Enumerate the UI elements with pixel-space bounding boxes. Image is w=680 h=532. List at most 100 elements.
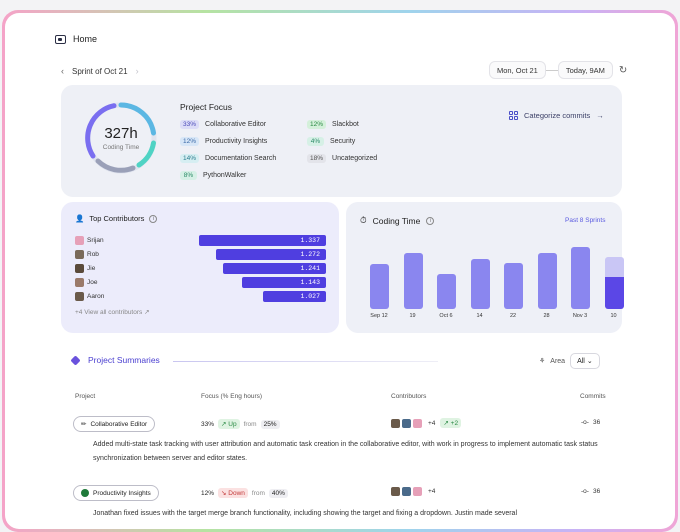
- home-breadcrumb[interactable]: Home: [55, 34, 97, 44]
- start-date-pill[interactable]: Mon, Oct 21: [489, 61, 546, 79]
- focus-value: 12%: [201, 489, 215, 497]
- focus-pct: 4%: [307, 136, 324, 146]
- project-pill[interactable]: ✏ Collaborative Editor: [73, 416, 156, 432]
- focus-item[interactable]: 33% Collaborative Editor: [180, 119, 276, 129]
- focus-pct: 18%: [307, 153, 327, 163]
- info-icon[interactable]: i: [149, 214, 158, 223]
- focus-pct: 14%: [180, 153, 200, 163]
- x-tick-label: 28: [543, 313, 550, 319]
- chevron-right-icon[interactable]: ›: [135, 66, 139, 76]
- focus-name: Security: [330, 137, 356, 145]
- commit-icon: -o-: [581, 488, 589, 495]
- contributor-label: Joe: [87, 279, 98, 286]
- area-filter: ⚘ Area All ⌄: [539, 353, 600, 369]
- coding-time-bar[interactable]: [403, 253, 423, 309]
- focus-pct: 12%: [307, 119, 327, 129]
- contributor-name[interactable]: Rob: [75, 250, 99, 259]
- focus-name: Collaborative Editor: [205, 120, 267, 128]
- project-description: Jonathan fixed issues with the target me…: [93, 510, 518, 517]
- arrow-right-icon: →: [596, 111, 604, 120]
- project-summaries-header: Project Summaries: [70, 354, 160, 366]
- categorize-commits-button[interactable]: Categorize commits →: [509, 111, 604, 120]
- avatar: [413, 418, 422, 428]
- stopwatch-icon: ⏱: [360, 215, 367, 225]
- focus-item[interactable]: 8% PythonWalker: [180, 170, 276, 180]
- column-header-focus[interactable]: Focus (% Eng hours): [201, 393, 263, 400]
- coding-time-bar[interactable]: [437, 274, 456, 309]
- contributor-bar[interactable]: 1.241: [223, 263, 326, 274]
- focus-pct: 33%: [180, 119, 200, 129]
- coding-time-bar[interactable]: [537, 253, 557, 309]
- sprint-range-selector[interactable]: Past 8 Sprints: [565, 217, 606, 224]
- refresh-icon[interactable]: ↻: [618, 64, 628, 76]
- focus-name: PythonWalker: [203, 171, 247, 179]
- contributor-bar[interactable]: 1.143: [242, 277, 326, 288]
- coding-time-panel: ⏱ Coding Time i Past 8 Sprints Sep 12 19 O…: [346, 202, 624, 333]
- chevron-left-icon[interactable]: ‹: [61, 66, 64, 76]
- end-date-pill[interactable]: Today, 9AM: [557, 61, 613, 79]
- focus-item[interactable]: 12% Productivity Insights: [180, 136, 276, 146]
- commit-icon: -o-: [581, 419, 589, 426]
- previous-value: 25%: [260, 419, 280, 429]
- top-contributors-panel: 👤 Top Contributors i Srijan Rob Jie Joe …: [61, 202, 339, 333]
- categorize-label: Categorize commits: [524, 111, 591, 120]
- coding-time-bar[interactable]: [604, 257, 624, 309]
- contributor-bar[interactable]: 1.272: [215, 249, 326, 260]
- sprint-label: Sprint of Oct 21: [72, 66, 128, 76]
- trend-badge: ↘ Down: [218, 488, 248, 498]
- column-header-project[interactable]: Project: [75, 393, 96, 400]
- project-focus-title: Project Focus: [180, 102, 232, 112]
- avatar: [391, 487, 400, 496]
- home-label: Home: [73, 34, 98, 44]
- sprint-selector: ‹ Sprint of Oct 21 ›: [61, 66, 139, 76]
- contributors-cell[interactable]: +4: [391, 487, 435, 496]
- info-icon[interactable]: i: [426, 216, 435, 225]
- project-pill[interactable]: Productivity Insights: [73, 485, 159, 501]
- coding-time-bar[interactable]: [370, 264, 389, 309]
- focus-item[interactable]: 4% Security: [307, 136, 377, 146]
- x-tick-label: 10: [610, 313, 617, 319]
- contributor-name[interactable]: Aaron: [75, 292, 104, 301]
- project-name: Collaborative Editor: [90, 420, 148, 428]
- commits-cell[interactable]: -o- 36: [581, 419, 600, 426]
- avatar: [402, 418, 411, 428]
- column-header-commits[interactable]: Commits: [580, 393, 606, 400]
- view-all-contributors-link[interactable]: +4 View all contributors ↗: [75, 309, 150, 316]
- coding-total-value: 327h: [104, 125, 138, 142]
- grid-icon: [509, 111, 518, 120]
- chevron-down-icon: ⌄: [586, 358, 593, 365]
- x-tick-label: Oct 6: [439, 313, 453, 319]
- focus-item[interactable]: 14% Documentation Search: [180, 153, 276, 163]
- x-tick-label: 14: [476, 313, 483, 319]
- focus-value: 33%: [201, 420, 215, 428]
- focus-item[interactable]: 18% Uncategorized: [307, 153, 377, 163]
- new-contributors-badge: ↗ +2: [440, 418, 462, 428]
- contributor-name[interactable]: Jie: [75, 264, 95, 273]
- date-separator: [545, 69, 558, 71]
- commits-cell[interactable]: -o- 36: [581, 488, 600, 495]
- contributor-name[interactable]: Srijan: [75, 236, 104, 245]
- coding-time-bar[interactable]: [571, 247, 590, 309]
- focus-name: Productivity Insights: [205, 137, 268, 145]
- area-icon: ⚘: [539, 358, 546, 365]
- column-header-contributors[interactable]: Contributors: [391, 393, 427, 400]
- from-label: from: [251, 489, 265, 497]
- avatar: [75, 236, 84, 245]
- project-description: Added multi-state task tracking with use…: [93, 441, 598, 462]
- x-tick-label: Nov 3: [572, 313, 588, 319]
- focus-item[interactable]: 12% Slackbot: [307, 119, 377, 129]
- contributor-name[interactable]: Joe: [75, 278, 97, 287]
- x-tick-label: 19: [409, 313, 416, 319]
- coding-time-bar[interactable]: [504, 263, 523, 309]
- contributor-bar[interactable]: 1.337: [199, 235, 326, 246]
- coding-time-bar[interactable]: [470, 259, 490, 309]
- home-icon: [55, 34, 66, 44]
- contributors-cell[interactable]: +4 ↗ +2: [391, 418, 462, 428]
- focus-name: Documentation Search: [205, 154, 277, 162]
- area-select[interactable]: All ⌄: [570, 353, 600, 369]
- contributor-bar[interactable]: 1.027: [262, 291, 326, 302]
- coding-total-label: Coding Time: [102, 144, 140, 151]
- pencil-icon: ✏: [81, 421, 87, 428]
- contributor-label: Aaron: [87, 293, 105, 300]
- cube-icon: [70, 354, 81, 366]
